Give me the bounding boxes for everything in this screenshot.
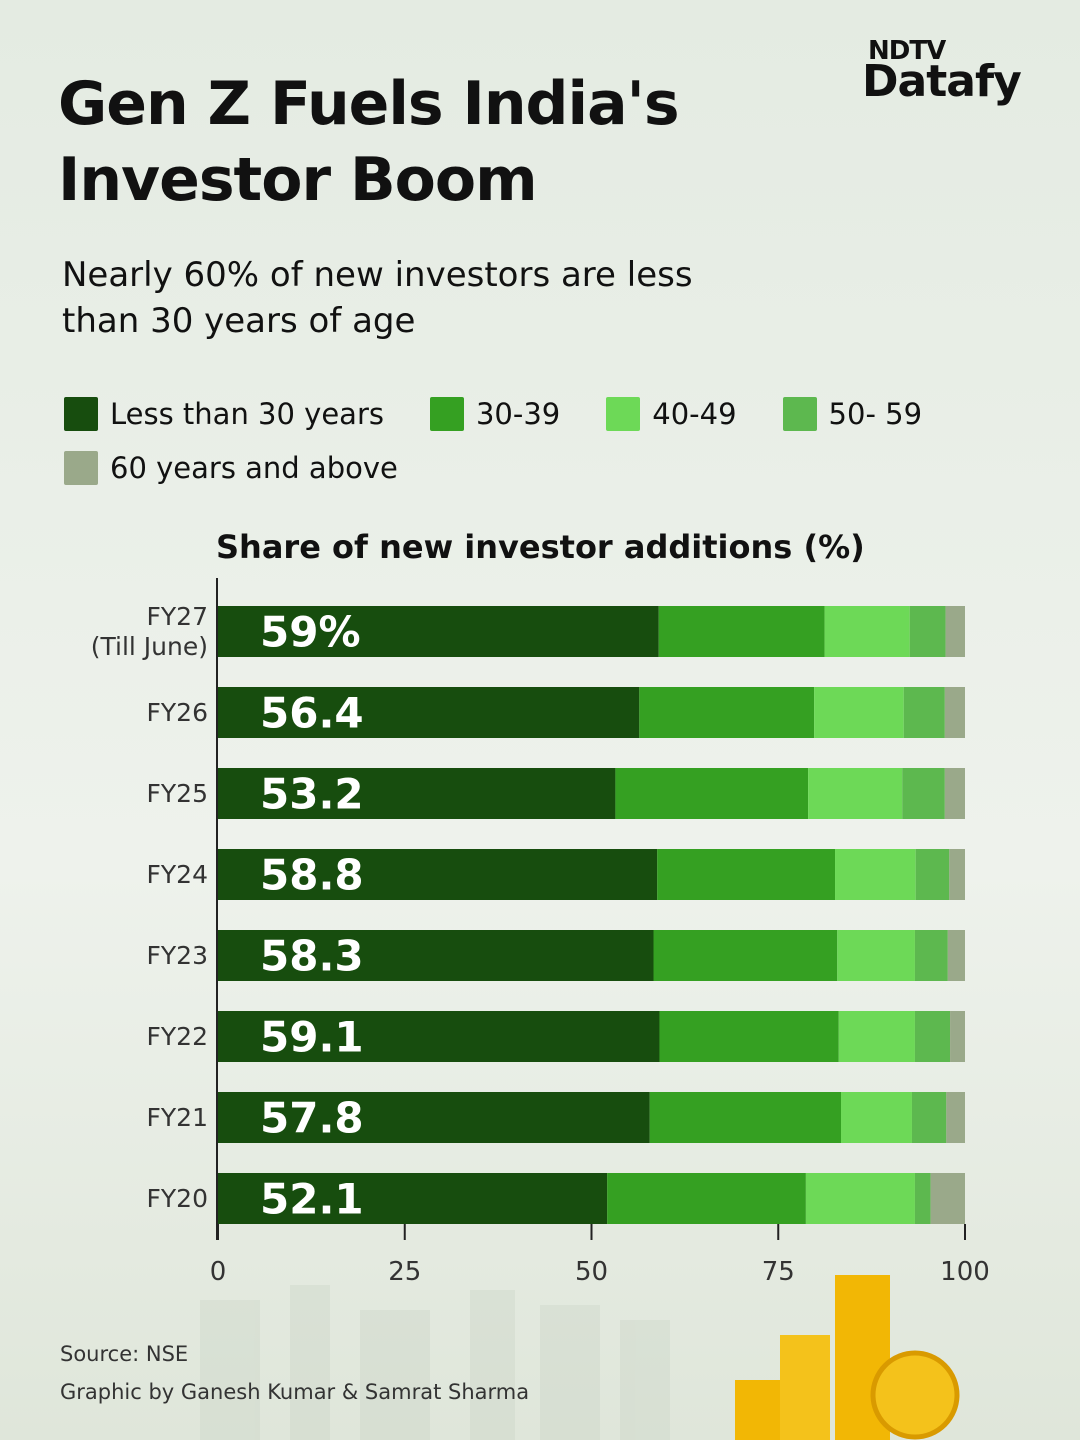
bar-segment [838, 1011, 915, 1062]
bar-segment [947, 930, 965, 981]
x-tick-label: 50 [575, 1257, 608, 1287]
value-label: 58.3 [260, 932, 364, 981]
legend-swatch [64, 451, 98, 485]
x-tick-label: 0 [210, 1257, 227, 1287]
coins [735, 1275, 960, 1440]
x-tick-label: 75 [762, 1257, 795, 1287]
bar-segment [218, 606, 659, 657]
y-tick-label: FY24 [146, 859, 208, 889]
bar-segment [914, 930, 948, 981]
legend-item: 40-49 [606, 396, 737, 432]
bar-segment [944, 768, 965, 819]
legend-item: 50- 59 [782, 396, 923, 432]
axis-title: Share of new investor additions (%) [216, 528, 865, 566]
logo-bottom: Datafy [862, 56, 1022, 107]
value-label: 59% [260, 608, 361, 657]
bar-segment [649, 1092, 841, 1143]
logo-top: NDTV [868, 36, 946, 66]
subtitle: Nearly 60% of new investors are less tha… [62, 255, 693, 341]
legend-label: 40-49 [652, 397, 737, 431]
value-label: 59.1 [260, 1013, 364, 1062]
legend-swatch [782, 397, 817, 431]
value-label: 52.1 [260, 1175, 364, 1224]
bar-segment [218, 849, 658, 900]
bar-segment [658, 606, 825, 657]
bar-segment [607, 1173, 806, 1224]
source: Source: NSE [60, 1342, 189, 1366]
value-label: 57.8 [260, 1094, 364, 1143]
legend-swatch [64, 397, 98, 431]
title: Gen Z Fuels India's Investor Boom [58, 69, 680, 215]
bar-segment [659, 1011, 839, 1062]
bar-segment [944, 687, 965, 738]
decor [200, 1285, 670, 1440]
y-tick-label: FY22 [146, 1021, 208, 1051]
legend-label: 50- 59 [828, 397, 923, 431]
bar-segment [639, 687, 815, 738]
bar-segment [218, 687, 640, 738]
y-tick-label: FY21 [146, 1102, 208, 1132]
value-label: 58.8 [260, 851, 364, 900]
bar-segment [218, 1173, 608, 1224]
bar-segment [950, 1011, 965, 1062]
bar-segment [824, 606, 910, 657]
legend-item: 30-39 [429, 396, 561, 432]
legend: Less than 30 years 30-39 40-49 50- 59 60 yea… [64, 396, 1024, 486]
y-tick-label: FY27 (Till June) [90, 601, 208, 661]
bar-segment [805, 1173, 915, 1224]
bar-segment [837, 930, 915, 981]
bar-segment [915, 849, 950, 900]
legend-swatch [606, 397, 641, 431]
bar-segment [914, 1011, 951, 1062]
x-tick-label: 100 [940, 1257, 990, 1287]
y-tick-label: FY26 [146, 697, 208, 727]
legend-label: Less than 30 years [110, 397, 384, 431]
legend-item: Less than 30 years [64, 396, 384, 432]
bar-segment [914, 1173, 931, 1224]
bar-segment [615, 768, 809, 819]
legend-label: 60 years and above [110, 451, 398, 485]
x-tick-label: 25 [388, 1257, 421, 1287]
credit: Graphic by Ganesh Kumar & Samrat Sharma [60, 1380, 530, 1404]
bar-segment [814, 687, 904, 738]
bar-segment [930, 1173, 965, 1224]
bar-segment [218, 768, 616, 819]
y-tick-label: FY20 [146, 1183, 208, 1213]
bar-segment [909, 606, 946, 657]
bar-segment [903, 687, 945, 738]
bar-segment [911, 1092, 947, 1143]
bar-segment [218, 1011, 660, 1062]
legend-item: 60 years and above [64, 450, 398, 486]
value-label: 56.4 [260, 689, 364, 738]
value-label: 53.2 [260, 770, 364, 819]
bar-segment [218, 1092, 650, 1143]
bar-segment [945, 606, 965, 657]
legend-swatch [429, 397, 464, 431]
bar-segment [218, 930, 654, 981]
bar-segment [946, 1092, 965, 1143]
bar-segment [949, 849, 965, 900]
y-tick-label: FY23 [146, 940, 208, 970]
bar-segment [902, 768, 945, 819]
bar-segment [835, 849, 916, 900]
y-tick-label: FY25 [146, 778, 208, 808]
bar-segment [808, 768, 903, 819]
legend-label: 30-39 [475, 397, 561, 431]
bar-segment [653, 930, 838, 981]
bar-segment [840, 1092, 912, 1143]
bar-segment [657, 849, 836, 900]
